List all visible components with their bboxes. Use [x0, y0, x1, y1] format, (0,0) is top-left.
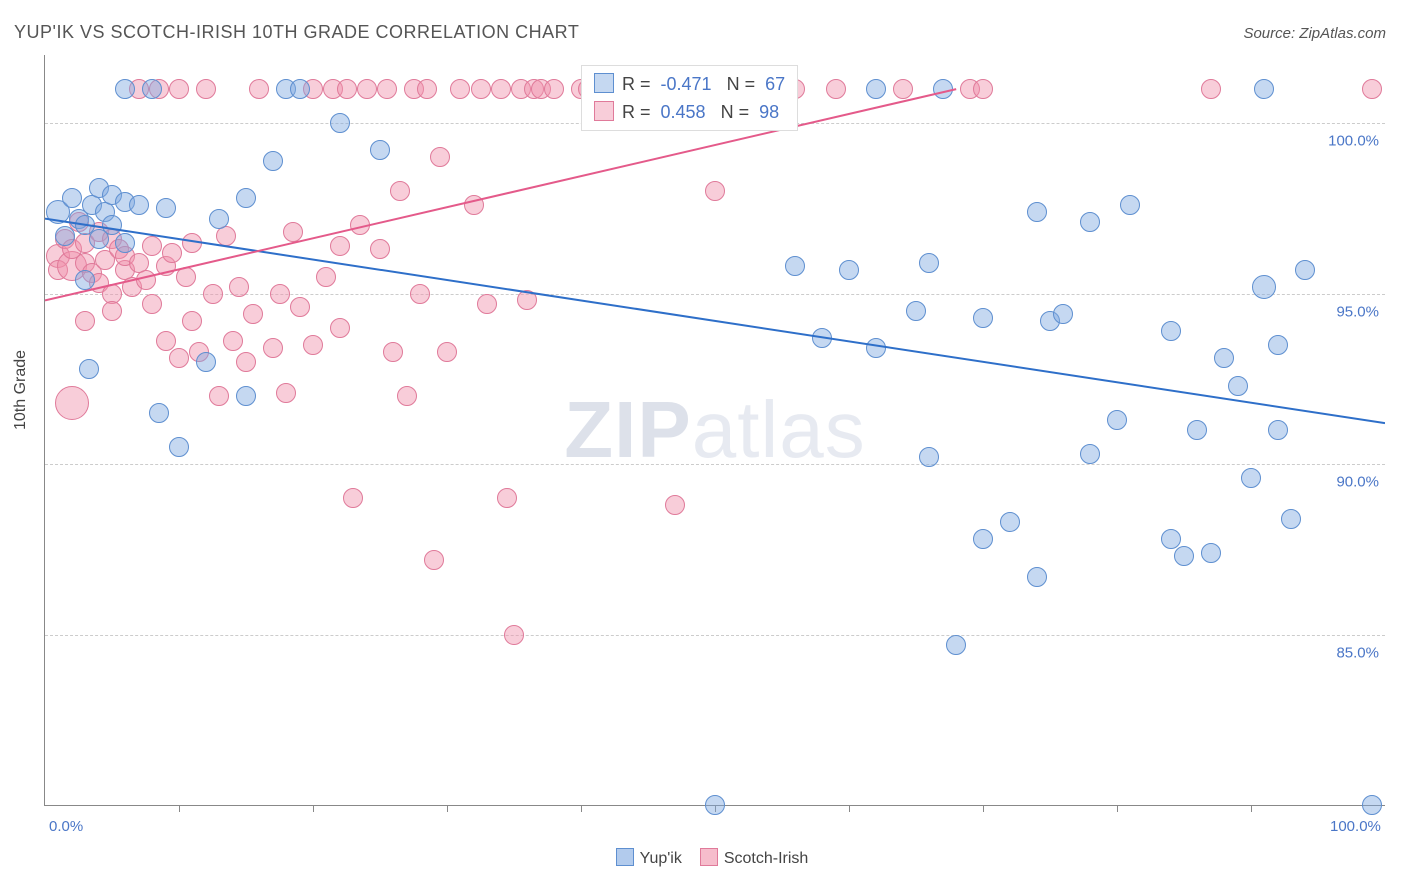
- trend-line-yupik: [45, 219, 1385, 424]
- x-tick-label: 0.0%: [49, 818, 83, 835]
- legend-n-value: 67: [765, 74, 785, 94]
- chart-title: YUP'IK VS SCOTCH-IRISH 10TH GRADE CORREL…: [14, 22, 579, 43]
- legend-r-value: -0.471: [661, 74, 712, 94]
- x-tick: [849, 805, 850, 812]
- series-label: Scotch-Irish: [724, 850, 808, 867]
- source-citation: Source: ZipAtlas.com: [1243, 25, 1386, 42]
- x-tick: [447, 805, 448, 812]
- x-tick: [179, 805, 180, 812]
- x-tick: [581, 805, 582, 812]
- x-tick: [983, 805, 984, 812]
- legend-swatch: [594, 101, 614, 121]
- legend-row-yupik: R = -0.471 N = 67: [594, 70, 785, 98]
- series-swatch: [616, 848, 634, 866]
- x-tick: [1251, 805, 1252, 812]
- x-tick: [1117, 805, 1118, 812]
- legend-n-value: 98: [759, 102, 779, 122]
- series-label: Yup'ik: [640, 850, 682, 867]
- x-tick-label: 100.0%: [1330, 818, 1381, 835]
- correlation-legend: R = -0.471 N = 67R = 0.458 N = 98: [581, 65, 798, 131]
- series-legend: Yup'ik Scotch-Irish: [0, 848, 1406, 868]
- legend-row-scotch: R = 0.458 N = 98: [594, 98, 785, 126]
- trend-lines-layer: [45, 55, 1385, 805]
- x-tick: [313, 805, 314, 812]
- legend-r-value: 0.458: [661, 102, 706, 122]
- series-swatch: [700, 848, 718, 866]
- plot-area: ZIPatlas R = -0.471 N = 67R = 0.458 N = …: [44, 55, 1385, 806]
- y-axis-title: 10th Grade: [12, 350, 30, 430]
- legend-swatch: [594, 73, 614, 93]
- trend-line-scotch: [45, 89, 956, 300]
